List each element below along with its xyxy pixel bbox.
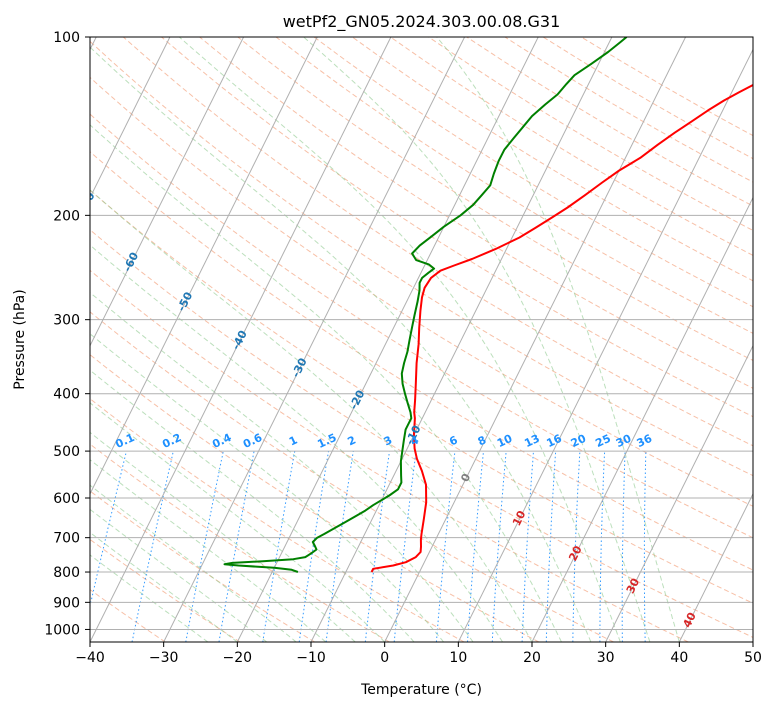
dry-adiabat [90,538,241,642]
isotherm-label: -70 [77,190,98,214]
moist-adiabat [90,484,297,642]
dry-adiabat [90,189,753,604]
mixing-ratio-line [131,450,174,642]
dry-adiabat [275,37,753,334]
moist-adiabat [436,37,680,642]
dry-adiabat [90,588,166,642]
profile-series [223,37,753,573]
moist-adiabat [90,189,533,642]
mixing-ratio-label: 25 [593,432,612,450]
mixing-ratio-label: 36 [635,432,655,450]
moist-adiabat [90,431,356,642]
x-tick-label: 30 [597,650,615,666]
y-tick-label: 800 [53,565,80,581]
x-tick-label: 10 [449,650,467,666]
isotherm-gridline [310,37,613,642]
mixing-ratio-line [467,451,484,642]
moist-adiabat [178,37,621,642]
x-tick-label: −30 [149,650,179,666]
y-axis: 100 200 300 400 500 600 700 800 900 1000 [44,30,90,638]
x-tick-label: 0 [380,650,389,666]
moist-adiabat [90,402,386,642]
isotherm-gridline [531,196,753,642]
mixing-ratio-label: 10 [495,432,515,450]
reference-lines [90,37,753,642]
isotherm-gridline [163,37,466,642]
dry-adiabat [90,443,390,642]
mixing-ratio-label: 16 [544,432,564,450]
y-tick-label: 500 [53,444,80,460]
x-tick-label: −20 [223,650,253,666]
mixing-ratio-line [364,451,390,642]
dry-adiabat [90,40,753,477]
y-tick-label: 1000 [44,622,80,638]
isotherm-gridline [90,37,392,642]
moist-adiabat [90,459,327,642]
plot-frame [89,36,754,643]
mixing-ratio-line [90,450,127,609]
isotherm-label: 10 [510,508,529,528]
x-tick-label: 50 [744,650,762,666]
y-tick-label: 300 [53,313,80,329]
dry-adiabat [122,37,753,447]
x-axis: −40 −30 −20 −10 0 10 20 30 40 50 [75,642,762,666]
dry-adiabat [90,311,614,642]
y-axis-title: Pressure (hPa) [12,289,28,389]
isotherm-label: 40 [680,610,699,630]
isotherm-gridline [605,344,753,642]
mixing-ratio-line [435,451,456,642]
moist-adiabat [90,244,503,642]
dry-adiabat [237,37,753,362]
dry-adiabat [90,76,753,507]
moist-adiabat [90,46,592,642]
isotherm-gridline [90,37,318,496]
mixing-ratio-label: 20 [569,432,589,450]
y-tick-label: 400 [53,387,80,403]
isotherm-label: 30 [624,576,643,596]
profile-line [223,37,628,573]
dry-adiabat [90,269,689,642]
mixing-ratio-line [393,451,417,642]
x-axis-title: Temperature (°C) [360,682,482,698]
isotherm-label: 20 [566,543,585,563]
mixing-ratio-label: 13 [522,432,541,450]
mixing-ratio-label: 30 [614,432,634,450]
isotherm-gridline [90,37,245,347]
mixing-ratio-line [325,451,354,642]
y-tick-label: 600 [53,491,80,507]
x-tick-label: −40 [75,650,105,666]
x-tick-label: 20 [523,650,541,666]
isotherm-gridline [90,37,171,199]
x-tick-label: −10 [296,650,326,666]
dry-adiabat [90,113,753,539]
dry-adiabat [90,354,540,642]
dry-adiabat [313,37,753,308]
dry-adiabat [90,151,753,571]
moist-adiabat [303,37,651,642]
mixing-ratio-line [298,451,329,642]
isotherm-gridline [236,37,539,642]
dry-adiabat [90,398,465,642]
isotherm-gridline [678,492,753,642]
chart-title: wetPf2_GN05.2024.303.00.08.G31 [283,12,561,32]
y-tick-label: 200 [53,208,80,224]
grid-lines [90,37,753,642]
moist-adiabat [90,291,474,642]
moist-adiabat [90,124,562,642]
y-tick-label: 700 [53,531,80,547]
y-tick-label: 100 [53,30,80,46]
x-tick-label: 40 [670,650,688,666]
y-tick-label: 900 [53,595,80,611]
isotherm-gridline [457,48,753,642]
profile-line [370,83,753,573]
isotherm-gridline [384,37,687,642]
